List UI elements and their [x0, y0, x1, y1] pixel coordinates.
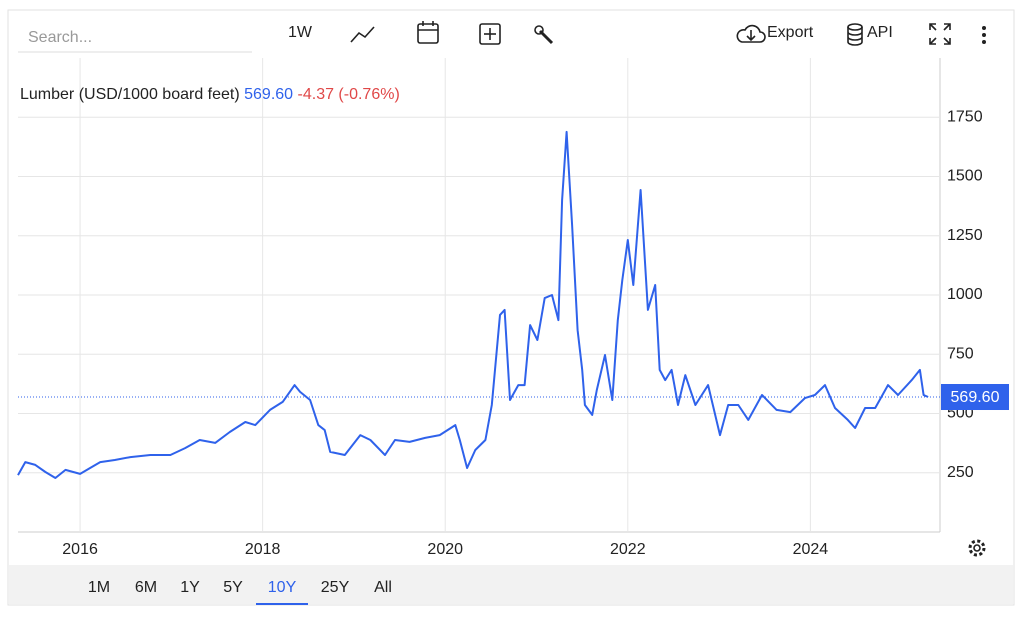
price-change: -4.37 (-0.76%) [298, 86, 400, 103]
price-line [17, 130, 929, 479]
y-tick-label: 1500 [947, 168, 983, 185]
range-button[interactable]: 25Y [321, 579, 350, 596]
x-tick-label: 2022 [610, 541, 646, 558]
menu-icon[interactable] [982, 26, 986, 44]
range-button[interactable]: 1Y [180, 579, 200, 596]
search-box[interactable]: Search... [28, 29, 92, 46]
last-price-badge [941, 384, 1009, 411]
y-tick-label: 1750 [947, 108, 983, 125]
x-tick-label: 2016 [62, 541, 98, 558]
frame [7, 9, 1015, 606]
range-button[interactable]: 1M [88, 579, 110, 596]
x-tick-label: 2020 [427, 541, 463, 558]
last-price-badge-label: 569.60 [951, 389, 1000, 406]
x-tick-label: 2018 [245, 541, 281, 558]
range-button[interactable]: All [374, 579, 392, 596]
api-icon[interactable] [847, 23, 863, 46]
interval-button[interactable]: 1W [288, 24, 313, 41]
chart-header: Lumber (USD/1000 board feet) 569.60 -4.3… [20, 86, 400, 103]
gear-icon[interactable] [968, 539, 986, 557]
export-icon[interactable] [736, 24, 766, 43]
y-tick-label: 1250 [947, 227, 983, 244]
settings-wrench-icon[interactable] [534, 25, 554, 45]
range-button-active[interactable]: 10Y [268, 579, 297, 596]
last-price: 569.60 [244, 86, 293, 103]
chart-title: Lumber (USD/1000 board feet) [20, 86, 240, 103]
api-button[interactable]: API [867, 24, 893, 41]
range-button[interactable]: 5Y [223, 579, 243, 596]
range-bar [9, 565, 1013, 604]
chart-type-icon[interactable] [350, 26, 375, 43]
calendar-icon[interactable] [417, 21, 439, 44]
y-tick-label: 250 [947, 464, 974, 481]
y-tick-label: 750 [947, 345, 974, 362]
compare-icon[interactable] [479, 23, 501, 45]
export-button[interactable]: Export [767, 24, 814, 41]
fullscreen-icon[interactable] [929, 23, 951, 45]
x-tick-label: 2024 [793, 541, 829, 558]
range-button[interactable]: 6M [135, 579, 157, 596]
y-tick-label: 1000 [947, 286, 983, 303]
